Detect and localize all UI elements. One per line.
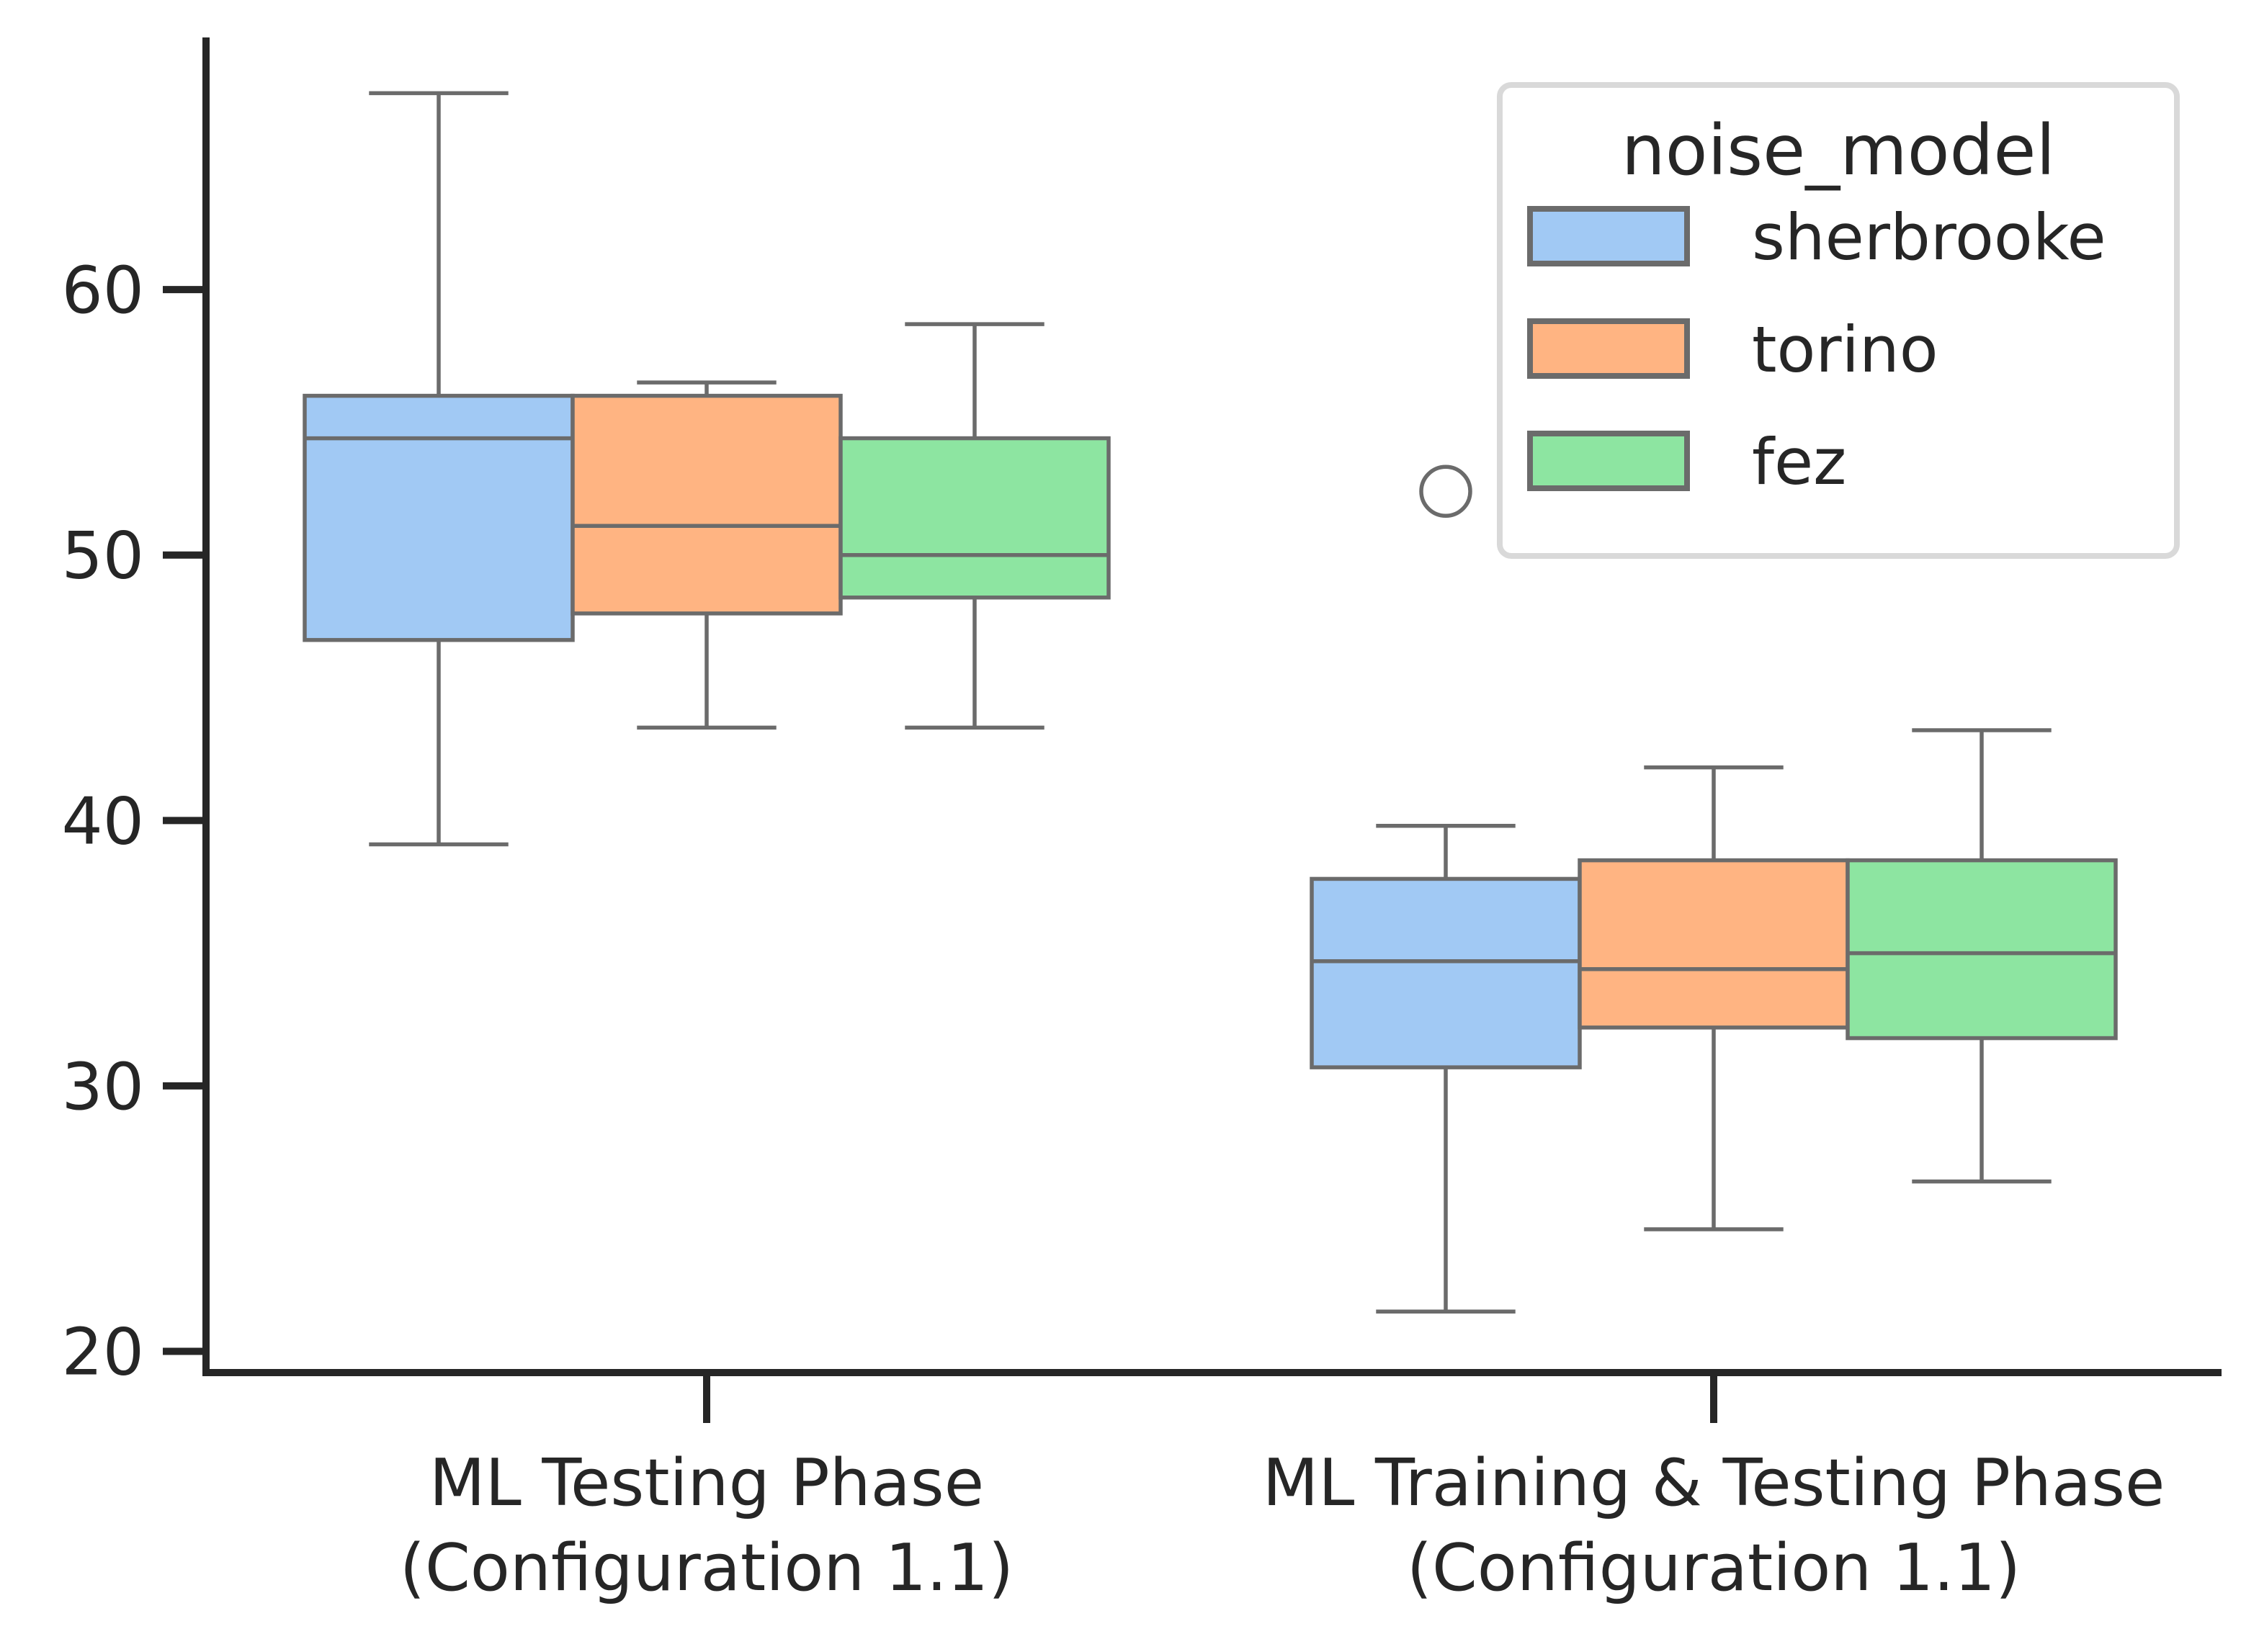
legend-label-fez: fez [1752,425,1846,499]
outlier-point [1419,464,1472,519]
plot-area [303,91,2118,1314]
box-rect [1846,858,2118,1041]
y-axis: 20 30 40 50 60 [61,37,210,1391]
box-rect [838,436,1111,600]
y-tick-label: 60 [61,253,144,328]
x-tick-label: ML Training & Testing Phase [1263,1445,2165,1521]
y-tick-label: 40 [61,784,144,859]
x-tick-label: (Configuration 1.1) [1407,1530,2021,1606]
y-tick-label: 20 [61,1315,144,1391]
x-axis: ML Testing Phase (Configuration 1.1) ML Tr… [202,1369,2222,1606]
legend-swatch-torino [1527,318,1690,379]
legend-label-torino: torino [1752,313,1938,387]
y-tick-label: 30 [61,1049,144,1125]
box-rect [1310,876,1582,1069]
box-rect [1578,858,1850,1030]
box-fez-1 [1846,728,2118,1184]
legend-swatch-sherbrooke [1527,206,1690,266]
box-sherbrooke-1 [1310,464,1582,1314]
x-tick-label: (Configuration 1.1) [400,1530,1014,1606]
legend: noise_model sherbrooke torino fez [1497,82,2180,559]
box-rect [303,393,575,642]
legend-label-sherbrooke: sherbrooke [1752,200,2106,274]
legend-title: noise_model [1621,110,2055,191]
box-fez-0 [838,322,1111,730]
box-sherbrooke-0 [303,91,575,847]
box-torino-0 [571,380,843,730]
y-tick-label: 50 [61,519,144,594]
legend-swatch-fez [1527,431,1690,491]
box-torino-1 [1578,765,1850,1231]
x-tick-label: ML Testing Phase [429,1445,984,1521]
box-rect [571,393,843,616]
